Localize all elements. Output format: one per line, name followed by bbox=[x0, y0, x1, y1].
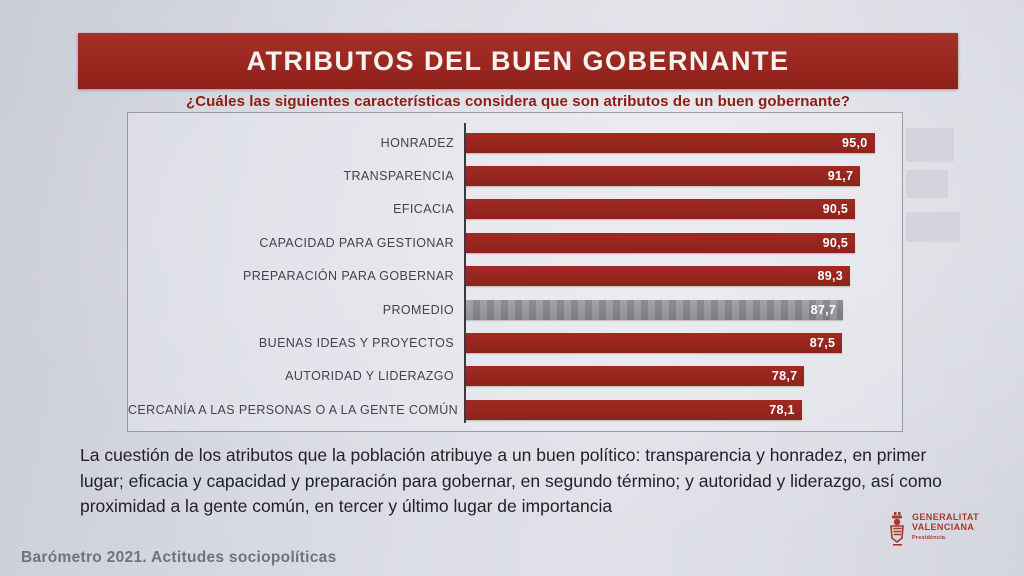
bar-category-label: BUENAS IDEAS Y PROYECTOS bbox=[258, 336, 454, 351]
bar-area: 87,5 bbox=[464, 333, 896, 354]
bar: 78,7 bbox=[466, 366, 805, 387]
bar-value-label: 90,5 bbox=[822, 202, 849, 217]
bar-value-label: 90,5 bbox=[822, 235, 849, 250]
chart-row: PROMEDIO 87,7 bbox=[128, 293, 896, 326]
chart-axis bbox=[464, 123, 466, 423]
footer-source: Barómetro 2021. Actitudes sociopolíticas bbox=[21, 549, 337, 566]
bar-chart: HONRADEZ 95,0 TRANSPARENCIA 91,7 EFICACIA 90,… bbox=[127, 112, 903, 432]
logo-line-2: VALENCIANA bbox=[912, 522, 975, 533]
bar-value-label: 78,7 bbox=[771, 369, 798, 384]
slide-title: ATRIBUTOS DEL BUEN GOBERNANTE bbox=[246, 45, 790, 76]
chart-row: PREPARACIÓN PARA GOBERNAR 89,3 bbox=[128, 260, 896, 293]
bar-value-label: 95,0 bbox=[841, 135, 868, 150]
chart-row: EFICACIA 90,5 bbox=[128, 193, 896, 226]
paper-bleed-artifact bbox=[906, 128, 954, 162]
bar-area: 87,7 bbox=[464, 299, 896, 320]
survey-question: ¿Cuáles las siguientes características c… bbox=[185, 93, 851, 110]
bar-category-label: PROMEDIO bbox=[382, 302, 454, 317]
chart-row: HONRADEZ 95,0 bbox=[128, 126, 896, 159]
bar-category-label: EFICACIA bbox=[393, 202, 454, 217]
chart-row: CERCANÍA A LAS PERSONAS O A LA GENTE COM… bbox=[128, 393, 896, 426]
bar: 90,5 bbox=[466, 232, 856, 253]
bar-area: 89,3 bbox=[464, 266, 896, 287]
bar-value-label: 78,1 bbox=[769, 402, 795, 417]
bar: 78,1 bbox=[466, 399, 802, 420]
logo-line-3: Presidència bbox=[912, 534, 946, 541]
generalitat-emblem-icon bbox=[890, 512, 904, 546]
generalitat-logo-text: GENERALITAT VALENCIANA Presidència bbox=[912, 512, 979, 541]
bar-area: 95,0 bbox=[464, 132, 896, 153]
bar-value-label: 87,7 bbox=[810, 302, 837, 317]
chart-rows: HONRADEZ 95,0 TRANSPARENCIA 91,7 EFICACIA 90,… bbox=[128, 126, 896, 427]
chart-row: BUENAS IDEAS Y PROYECTOS 87,5 bbox=[128, 326, 896, 359]
paper-bleed-artifact bbox=[906, 170, 948, 198]
bar-category-label: AUTORIDAD Y LIDERAZGO bbox=[285, 369, 454, 384]
bar-area: 78,7 bbox=[464, 366, 896, 387]
bar-area: 90,5 bbox=[464, 199, 896, 220]
bar-area: 78,1 bbox=[464, 399, 896, 420]
logo-line-1: GENERALITAT bbox=[912, 512, 980, 522]
bar-area: 91,7 bbox=[464, 166, 896, 187]
summary-text: La cuestión de los atributos que la pobl… bbox=[80, 445, 942, 517]
bar: 91,7 bbox=[466, 166, 861, 187]
paper-bleed-artifact bbox=[906, 212, 960, 242]
title-banner: ATRIBUTOS DEL BUEN GOBERNANTE bbox=[78, 33, 958, 89]
bar-category-label: HONRADEZ bbox=[380, 135, 454, 150]
bar-category-label: CAPACIDAD PARA GESTIONAR bbox=[259, 235, 454, 250]
chart-row: CAPACIDAD PARA GESTIONAR 90,5 bbox=[128, 226, 896, 259]
chart-row: AUTORIDAD Y LIDERAZGO 78,7 bbox=[128, 360, 896, 393]
bar-value-label: 87,5 bbox=[809, 336, 836, 351]
bar-value-label: 89,3 bbox=[817, 269, 843, 284]
bar-category-label: TRANSPARENCIA bbox=[343, 169, 454, 184]
bar: 87,5 bbox=[466, 333, 843, 354]
bar: 95,0 bbox=[466, 132, 875, 153]
bar: 90,5 bbox=[466, 199, 856, 220]
bar-area: 90,5 bbox=[464, 232, 896, 253]
chart-row: TRANSPARENCIA 91,7 bbox=[128, 159, 896, 192]
bar-category-label: PREPARACIÓN PARA GOBERNAR bbox=[243, 269, 454, 284]
bar-value-label: 91,7 bbox=[827, 169, 854, 184]
bar-promedio: 87,7 bbox=[466, 299, 844, 320]
generalitat-logo: GENERALITAT VALENCIANA Presidència bbox=[889, 512, 979, 550]
bar-category-label: CERCANÍA A LAS PERSONAS O A LA GENTE COM… bbox=[128, 402, 459, 417]
bar: 89,3 bbox=[466, 266, 850, 287]
